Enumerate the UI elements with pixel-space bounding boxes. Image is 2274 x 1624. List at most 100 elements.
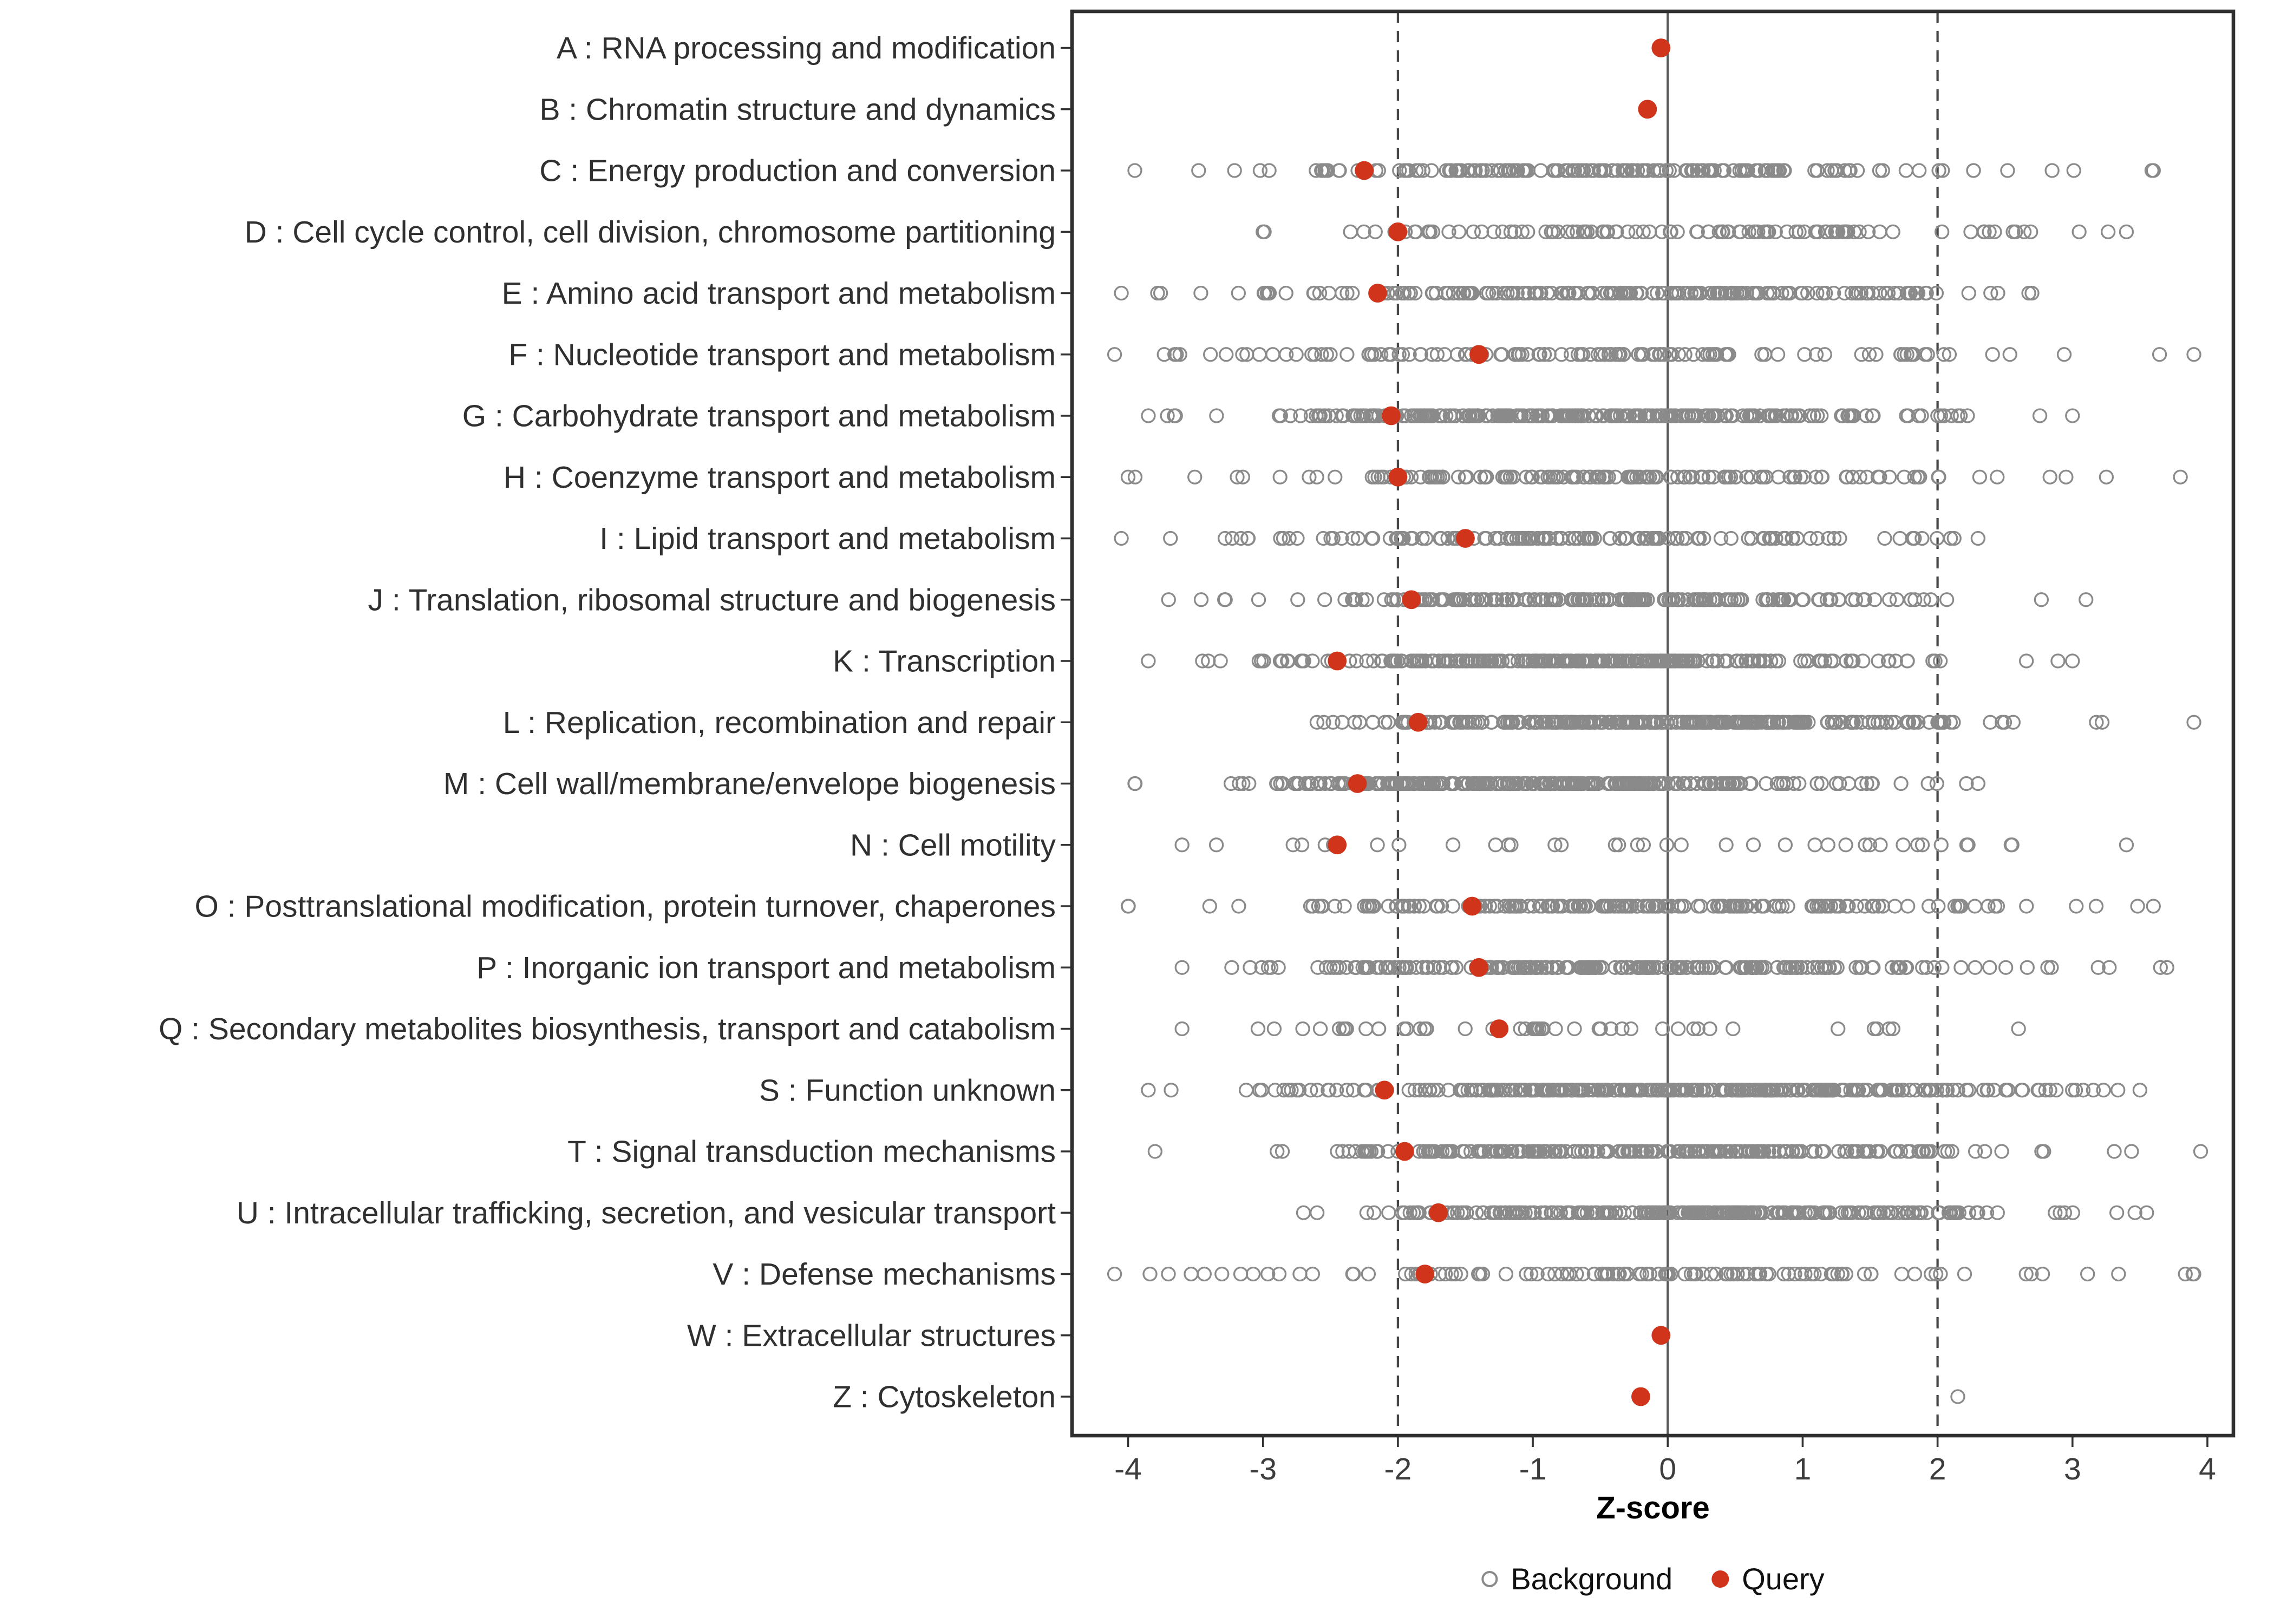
background-point: [1616, 285, 1631, 301]
background-point: [1957, 1266, 1972, 1282]
background-point: [1408, 163, 1424, 178]
background-point: [1725, 1083, 1740, 1098]
background-point: [1628, 715, 1644, 730]
background-point: [2088, 899, 2104, 914]
background-point: [1865, 285, 1880, 301]
background-point: [1366, 653, 1381, 669]
query-point: [1395, 1142, 1414, 1161]
background-point: [1611, 1144, 1626, 1159]
background-point: [1838, 1205, 1853, 1220]
axis-ticks: [1061, 47, 2208, 1447]
background-point: [1887, 1083, 1903, 1098]
background-point: [1577, 531, 1592, 546]
background-point: [2107, 1144, 2122, 1159]
background-point: [1506, 469, 1521, 484]
background-point: [1508, 899, 1524, 914]
background-point: [1748, 163, 1763, 178]
background-point: [1384, 653, 1399, 669]
background-point: [1623, 1021, 1639, 1037]
background-point: [1219, 347, 1234, 362]
background-point: [1446, 285, 1461, 301]
background-point: [1785, 531, 1800, 546]
x-tick-labels: -4 -3 -2 -1 0 1 2 3 4: [1114, 1452, 2216, 1487]
background-point: [1415, 531, 1430, 546]
background-point: [1706, 469, 1721, 484]
background-point: [2159, 960, 2174, 975]
background-point: [2008, 224, 2023, 239]
background-point: [1681, 1144, 1696, 1159]
background-point: [1826, 531, 1842, 546]
background-point: [1814, 776, 1829, 791]
background-point: [1804, 1266, 1819, 1282]
background-point: [1855, 653, 1871, 669]
category-label: I : Lipid transport and metabolism: [599, 521, 1056, 556]
background-point: [1524, 960, 1539, 975]
background-point: [1184, 1266, 1199, 1282]
background-point: [1654, 408, 1669, 423]
background-point: [1387, 960, 1402, 975]
background-point: [1607, 1083, 1622, 1098]
background-point: [1851, 285, 1866, 301]
background-point: [1847, 224, 1862, 239]
background-point: [1560, 224, 1575, 239]
query-point: [1638, 100, 1657, 119]
background-point: [1834, 1205, 1849, 1220]
background-point: [1797, 347, 1812, 362]
background-point: [1831, 1021, 1846, 1037]
background-point: [1121, 899, 1136, 914]
background-point: [1462, 408, 1477, 423]
background-point: [1870, 1083, 1885, 1098]
background-point: [1646, 531, 1661, 546]
background-point: [1260, 1266, 1276, 1282]
background-point: [1448, 592, 1463, 607]
background-point: [1443, 960, 1459, 975]
background-point: [1671, 347, 1687, 362]
background-point: [1745, 1205, 1760, 1220]
background-point: [1842, 408, 1857, 423]
background-point: [1334, 531, 1349, 546]
background-point: [1398, 960, 1414, 975]
background-point: [1620, 1266, 1635, 1282]
background-point: [1831, 224, 1846, 239]
background-point: [1544, 285, 1559, 301]
background-point: [1929, 1083, 1944, 1098]
background-point: [1266, 1021, 1282, 1037]
background-point: [1696, 531, 1711, 546]
background-point: [1462, 285, 1477, 301]
background-point: [1436, 592, 1452, 607]
background-point: [1359, 1205, 1375, 1220]
background-point: [1791, 1083, 1806, 1098]
background-point: [1329, 960, 1344, 975]
background-point: [1750, 224, 1766, 239]
background-point: [1899, 715, 1914, 730]
background-point: [1331, 163, 1347, 178]
background-point: [1780, 899, 1795, 914]
background-point: [1858, 837, 1873, 853]
filled-circle-icon: [1711, 1570, 1729, 1588]
background-point: [1730, 653, 1745, 669]
background-point: [1820, 715, 1835, 730]
background-point: [1347, 408, 1362, 423]
background-point: [1437, 1266, 1453, 1282]
background-point: [1254, 1083, 1269, 1098]
background-point: [1926, 960, 1942, 975]
legend-label-query: Query: [1742, 1562, 1825, 1596]
background-point: [1706, 592, 1721, 607]
background-point: [1153, 285, 1168, 301]
background-point: [1473, 469, 1488, 484]
category-label: O : Posttranslational modification, prot…: [194, 889, 1056, 924]
background-point: [2044, 960, 2059, 975]
background-point: [1558, 715, 1573, 730]
background-point: [1839, 653, 1854, 669]
background-point: [1331, 776, 1346, 791]
background-point: [1413, 347, 1428, 362]
background-point: [2040, 960, 2055, 975]
background-point: [1373, 960, 1388, 975]
background-point: [1966, 163, 1981, 178]
background-point: [1739, 285, 1754, 301]
background-point: [1848, 1144, 1864, 1159]
background-point: [1600, 899, 1616, 914]
background-point: [1438, 1144, 1454, 1159]
background-point: [1187, 469, 1203, 484]
background-point: [1670, 224, 1685, 239]
